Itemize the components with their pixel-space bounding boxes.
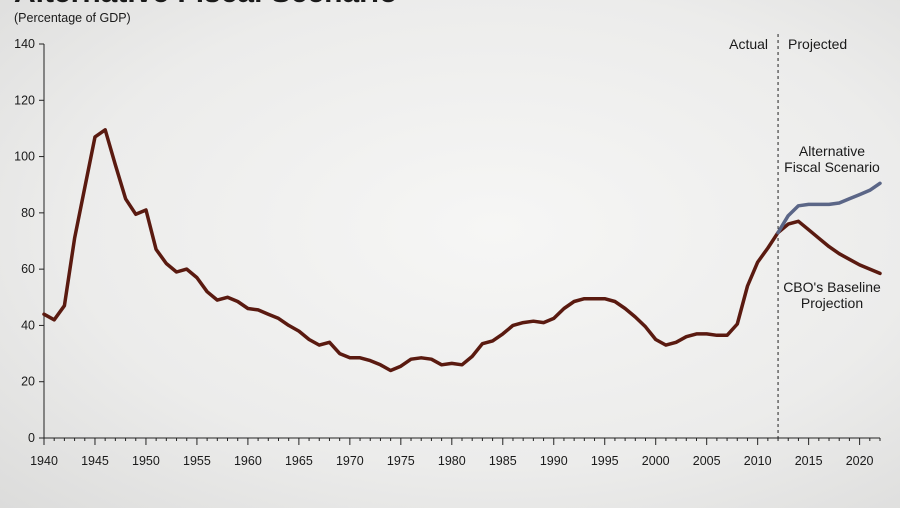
x-tick-label: 2005 bbox=[693, 454, 721, 468]
x-tick-label: 2015 bbox=[795, 454, 823, 468]
actual-projected-divider: Actual Projected bbox=[729, 34, 847, 438]
actual-label: Actual bbox=[729, 36, 768, 52]
x-tick-label: 1985 bbox=[489, 454, 517, 468]
y-tick-label: 20 bbox=[21, 375, 35, 389]
series-line-alternative bbox=[776, 181, 882, 235]
chart-title: Alternative Fiscal Scenario bbox=[14, 0, 398, 9]
x-tick-label: 1970 bbox=[336, 454, 364, 468]
x-tick-label: 1955 bbox=[183, 454, 211, 468]
alternative-label-line-2: Fiscal Scenario bbox=[784, 159, 880, 175]
baseline-label-line-1: CBO's Baseline bbox=[783, 279, 881, 295]
x-tick-label: 1995 bbox=[591, 454, 619, 468]
x-tick-label: 2000 bbox=[642, 454, 670, 468]
x-tick-label: 1940 bbox=[30, 454, 58, 468]
baseline-projection-label: CBO's Baseline Projection bbox=[783, 279, 881, 311]
x-tick-label: 1975 bbox=[387, 454, 415, 468]
y-tick-label: 40 bbox=[21, 318, 35, 332]
y-tick-label: 120 bbox=[14, 93, 35, 107]
series-layer bbox=[42, 128, 882, 373]
y-tick-label: 140 bbox=[14, 37, 35, 51]
alternative-label-line-1: Alternative bbox=[799, 143, 865, 159]
y-tick-label: 80 bbox=[21, 206, 35, 220]
x-tick-label: 1945 bbox=[81, 454, 109, 468]
y-tick-label: 100 bbox=[14, 150, 35, 164]
alternative-scenario-label: Alternative Fiscal Scenario bbox=[784, 143, 880, 175]
series-line-baseline bbox=[42, 128, 882, 373]
projected-label: Projected bbox=[788, 36, 847, 52]
x-tick-label: 1990 bbox=[540, 454, 568, 468]
x-tick-label: 1960 bbox=[234, 454, 262, 468]
y-axis: 0 20 40 60 80 100 120 140 bbox=[14, 37, 45, 445]
chart-subtitle: (Percentage of GDP) bbox=[14, 11, 131, 25]
x-tick-label: 2010 bbox=[744, 454, 772, 468]
x-tick-label: 1980 bbox=[438, 454, 466, 468]
x-tick-label: 1965 bbox=[285, 454, 313, 468]
y-tick-label: 0 bbox=[28, 431, 35, 445]
baseline-label-line-2: Projection bbox=[801, 295, 863, 311]
x-tick-label: 1950 bbox=[132, 454, 160, 468]
y-tick-label: 60 bbox=[21, 262, 35, 276]
x-axis: 1940 1945 1950 1955 1960 1965 1970 1975 1980 1985… bbox=[30, 437, 881, 468]
x-tick-label: 2020 bbox=[846, 454, 874, 468]
